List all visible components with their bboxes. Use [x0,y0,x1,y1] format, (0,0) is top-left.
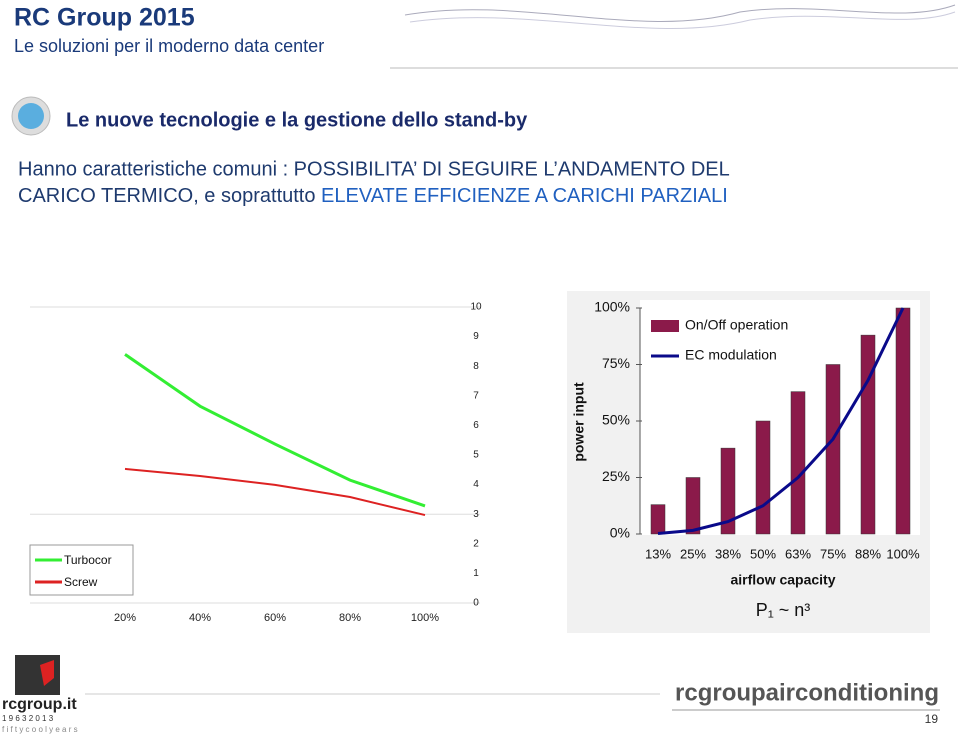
y-tick-label: 3 [473,509,479,520]
y-tick-label: 25% [602,468,630,484]
y-axis-label: power input [571,382,587,462]
heading: Le nuove tecnologie e la gestione dello … [66,109,528,131]
x-tick-label: 50% [750,546,776,561]
bullet-icon [18,103,44,129]
x-tick-label: 63% [785,546,811,561]
bar [790,391,806,535]
x-tick-label: 88% [855,546,881,561]
y-tick-label: 4 [473,479,479,490]
bar [895,307,911,535]
line-series [657,307,905,536]
x-tick-label: 40% [189,612,211,624]
y-tick-label: 8 [473,361,479,372]
page-number: 19 [925,712,939,726]
slide-subtitle: Le soluzioni per il moderno data center [14,36,324,56]
bar-chart: 0% 25% 50% 75% 100% 13% 25% 38% 50% 63% 75% 88% 100%… [571,299,920,620]
x-tick-label: 80% [339,612,361,624]
y-tick-label: 75% [602,355,630,371]
y-tick-label: 10 [470,302,482,313]
body-text: Hanno caratteristiche comuni : POSSIBILI… [18,158,730,180]
x-tick-label: 60% [264,612,286,624]
y-tick-label: 5 [473,450,479,461]
x-axis-label: airflow capacity [730,572,835,588]
logo-motto: f i f t y c o o l y e a r s [2,725,78,734]
decor-swirl [404,4,956,22]
bar [685,477,701,535]
line-series [124,467,426,517]
body-text: CARICO TERMICO, e soprattutto [18,185,321,207]
x-tick-label: 75% [820,546,846,561]
legend-label: EC modulation [685,347,777,363]
x-tick-label: 100% [886,546,920,561]
decor-swirl [409,11,956,29]
line-series [124,353,426,508]
y-tick-label: 6 [473,420,479,431]
legend-label: Turbocor [64,553,112,567]
x-tick-label: 100% [411,612,439,624]
logo-years: 1 9 6 3 2 0 1 3 [2,714,54,723]
y-tick-label: 50% [602,412,630,428]
y-tick-label: 100% [594,299,630,315]
legend-label: On/Off operation [685,317,788,333]
bar [825,364,841,535]
bar [720,447,736,535]
line-chart: 0 1 2 3 4 5 6 7 8 9 10 20% 40% 60% 80% 100% Turbocor Scre… [30,302,482,624]
body-text: CARICO TERMICO, e soprattutto ELEVATE EF… [18,185,728,207]
y-tick-label: 0% [610,525,630,541]
y-tick-label: 7 [473,390,479,401]
highlight-text: ELEVATE EFFICIENZE A CARICHI PARZIALI [321,185,728,207]
y-tick-label: 0 [473,598,479,609]
plot-background [640,300,920,535]
y-tick-label: 1 [473,568,479,579]
y-tick-label: 9 [473,331,479,342]
x-tick-label: 25% [680,546,706,561]
bar [860,334,876,535]
bar [650,504,666,535]
bar [755,420,771,535]
x-tick-label: 20% [114,612,136,624]
x-tick-label: 13% [645,546,671,561]
brand: rcgroupairconditioning [675,679,939,706]
slide-title: RC Group 2015 [14,4,195,32]
legend-label: Screw [64,575,98,589]
annotation: P₁ ~ n³ [756,600,811,620]
x-tick-label: 38% [715,546,741,561]
logo-text: rcgroup.it [2,696,77,713]
legend-swatch [651,320,679,332]
logo [40,660,54,686]
legend-box [29,544,134,596]
y-tick-label: 2 [473,538,479,549]
